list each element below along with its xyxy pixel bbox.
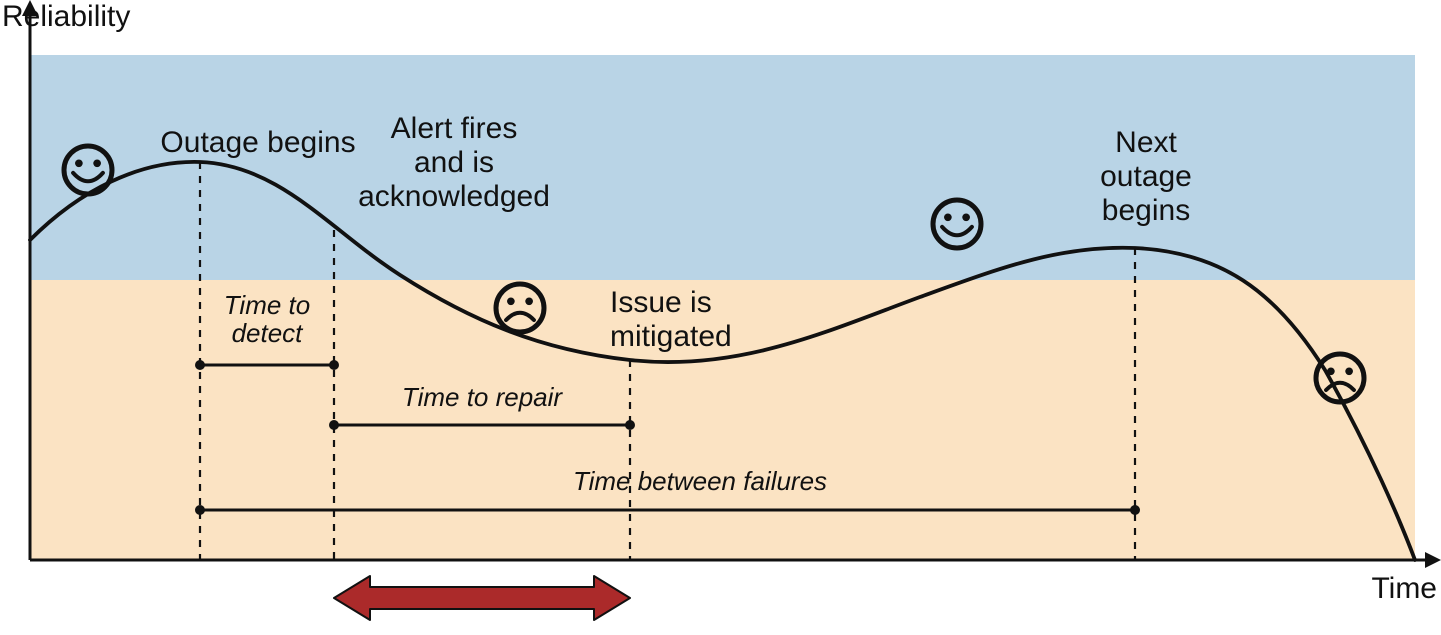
interval-label-time-between-failures: Time between failures xyxy=(573,466,827,496)
repair-double-arrow xyxy=(334,576,630,620)
interval-label-time-to-repair: Time to repair xyxy=(402,382,563,412)
event-label-outage-begins: Outage begins xyxy=(160,126,355,159)
interval-label-time-to-detect: Time todetect xyxy=(224,290,310,348)
x-axis-label: Time xyxy=(1371,572,1437,605)
x-axis-arrowhead xyxy=(1425,552,1441,568)
y-axis-label: Reliability xyxy=(2,0,130,33)
diagram-svg: Reliability Time Time todetect Time to repa… xyxy=(0,0,1441,635)
reliability-timeline-diagram: Reliability Time Time todetect Time to repa… xyxy=(0,0,1441,635)
